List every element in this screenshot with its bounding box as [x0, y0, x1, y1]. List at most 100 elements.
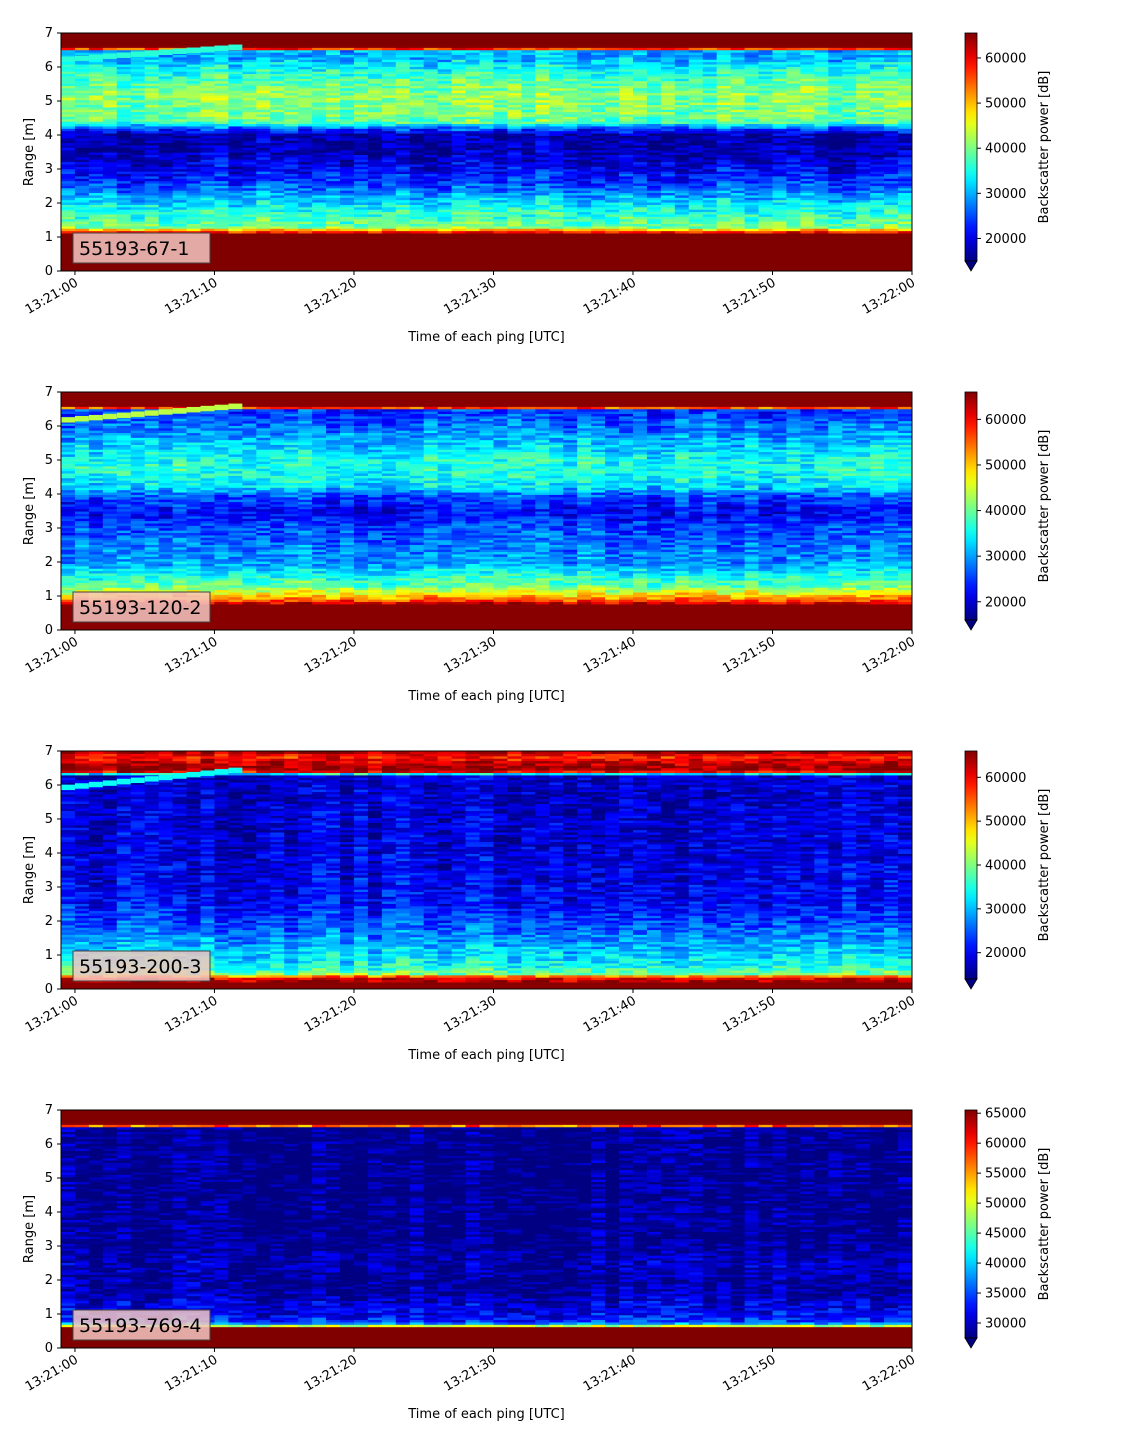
heatmap-cell — [298, 213, 313, 217]
heatmap-cell — [563, 223, 578, 227]
heatmap-cell — [535, 154, 550, 158]
heatmap-cell — [549, 261, 564, 265]
heatmap-cell — [409, 268, 425, 271]
heatmap-cell — [395, 187, 411, 191]
heatmap-cell — [395, 140, 411, 144]
heatmap-cell — [340, 249, 355, 253]
heatmap-cell — [74, 149, 90, 153]
heatmap-cell — [158, 182, 174, 186]
heatmap-cell — [381, 251, 397, 255]
heatmap-cell — [353, 180, 369, 184]
heatmap-cell — [172, 223, 188, 227]
heatmap-cell — [646, 230, 662, 234]
heatmap-cell — [521, 40, 536, 44]
heatmap-cell — [186, 121, 202, 125]
heatmap-cell — [340, 52, 355, 56]
heatmap-cell — [688, 80, 704, 84]
heatmap-cell — [102, 192, 118, 196]
heatmap-cell — [228, 118, 243, 122]
heatmap-cell — [270, 113, 285, 117]
heatmap-cell — [465, 204, 481, 208]
heatmap-cell — [549, 197, 564, 201]
heatmap-cell — [270, 221, 285, 224]
heatmap-cell — [507, 182, 522, 186]
heatmap-cell — [88, 123, 104, 127]
heatmap-cell — [228, 235, 243, 239]
heatmap-cell — [619, 121, 634, 125]
heatmap-cell — [340, 128, 355, 132]
heatmap-cell — [242, 230, 257, 234]
heatmap-cell — [507, 240, 522, 244]
heatmap-cell — [423, 66, 439, 70]
heatmap-cell — [632, 87, 648, 91]
heatmap-cell — [465, 118, 481, 122]
heatmap-cell — [381, 240, 397, 244]
heatmap-cell — [465, 42, 481, 46]
heatmap-cell — [326, 128, 341, 132]
heatmap-cell — [256, 87, 271, 91]
heatmap-cell — [228, 244, 243, 248]
heatmap-cell — [228, 154, 243, 158]
heatmap-cell — [409, 163, 425, 167]
heatmap-cell — [172, 109, 188, 113]
heatmap-cell — [563, 123, 578, 127]
heatmap-cell — [521, 71, 536, 75]
heatmap-cell — [702, 92, 718, 96]
heatmap-cell — [214, 173, 230, 177]
heatmap-cell — [702, 75, 718, 79]
heatmap-cell — [340, 242, 355, 246]
heatmap-cell — [158, 113, 174, 117]
heatmap-cell — [158, 263, 174, 267]
heatmap-cell — [381, 194, 397, 198]
heatmap-cell — [381, 80, 397, 84]
heatmap-cell — [158, 225, 174, 229]
heatmap-cell — [395, 123, 411, 127]
heatmap-cell — [367, 204, 383, 208]
heatmap-cell — [116, 99, 132, 103]
heatmap-cell — [674, 59, 690, 63]
heatmap-cell — [172, 221, 188, 224]
heatmap-cell — [619, 194, 634, 198]
heatmap-cell — [535, 159, 550, 163]
heatmap-cell — [688, 213, 704, 217]
heatmap-cell — [535, 209, 550, 213]
heatmap-cell — [605, 230, 620, 234]
heatmap-cell — [340, 180, 355, 184]
heatmap-cell — [716, 63, 732, 67]
heatmap-cell — [74, 152, 90, 155]
heatmap-cell — [577, 171, 592, 175]
heatmap-cell — [74, 55, 90, 61]
heatmap-cell — [298, 197, 313, 201]
heatmap-cell — [242, 111, 257, 115]
heatmap-cell — [479, 187, 495, 191]
heatmap-cell — [172, 35, 188, 39]
heatmap-cell — [744, 113, 760, 117]
heatmap-cell — [535, 206, 550, 210]
heatmap-cell — [577, 118, 592, 122]
heatmap-cell — [172, 87, 188, 91]
heatmap-cell — [465, 130, 481, 134]
heatmap-cell — [716, 85, 732, 89]
heatmap-cell — [395, 173, 411, 177]
heatmap-cell — [660, 140, 676, 144]
heatmap-cell — [465, 113, 481, 117]
heatmap-cell — [646, 194, 662, 198]
heatmap-cell — [619, 159, 634, 163]
heatmap-cell — [493, 171, 509, 175]
heatmap-cell — [284, 237, 299, 241]
heatmap-cell — [507, 90, 522, 94]
heatmap-cell — [353, 256, 369, 260]
heatmap-cell — [200, 192, 216, 196]
heatmap-cell — [61, 66, 76, 70]
heatmap-cell — [493, 59, 509, 63]
heatmap-cell — [507, 75, 522, 79]
heatmap-cell — [549, 175, 564, 179]
heatmap-cell — [256, 232, 271, 236]
heatmap-cell — [284, 128, 299, 132]
heatmap-cell — [744, 225, 760, 229]
heatmap-cell — [451, 197, 467, 201]
heatmap-cell — [284, 204, 299, 208]
heatmap-cell — [660, 247, 676, 251]
heatmap-cell — [521, 75, 536, 79]
heatmap-cell — [632, 63, 648, 67]
